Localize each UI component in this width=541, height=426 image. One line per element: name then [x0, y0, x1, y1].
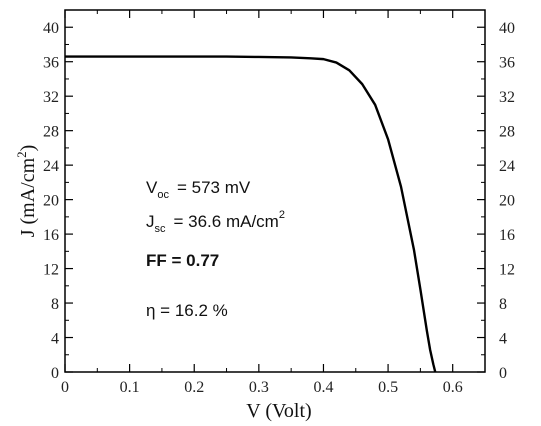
- y-axis-ticks: 0 0 4 4 8 8 12 12 16 16 20 20 24 24 28 28 32 32 36 36 40 40: [43, 20, 515, 382]
- y-tick-label-right: 20: [499, 193, 515, 210]
- y-tick-label-right: 12: [499, 262, 515, 279]
- voc-symbol: V: [146, 178, 158, 197]
- y-tick-label: 8: [51, 296, 59, 313]
- x-tick-label: 0.6: [443, 379, 463, 396]
- y-tick-label-right: 8: [499, 296, 507, 313]
- y-tick-label: 20: [43, 193, 59, 210]
- y-tick-label: 40: [43, 20, 59, 37]
- x-tick-label: 0.2: [184, 379, 204, 396]
- annotation-ff: FF = 0.77: [146, 251, 219, 270]
- y-tick-label: 0: [51, 365, 59, 382]
- jsc-value: = 36.6 mA/cm: [174, 212, 279, 231]
- x-tick-label: 0.1: [120, 379, 140, 396]
- svg-text:Voc= 573 mV: Voc = 573 mV: [146, 178, 251, 201]
- voc-value: = 573 mV: [177, 178, 251, 197]
- jsc-subscript: sc: [155, 223, 167, 235]
- x-tick-label: 0: [61, 379, 69, 396]
- annotation-efficiency: η = 16.2 %: [146, 301, 228, 320]
- svg-text:J (mA/cm2): J (mA/cm2): [14, 145, 39, 238]
- y-tick-label-right: 16: [499, 227, 515, 244]
- y-tick-label-right: 4: [499, 331, 507, 348]
- y-axis-title: J (mA/cm2): [14, 145, 39, 238]
- y-axis-title-sup: 2: [14, 151, 29, 158]
- annotation-voc: Voc = 573 mV: [146, 178, 251, 201]
- y-tick-label: 28: [43, 124, 59, 141]
- y-tick-label-right: 0: [499, 365, 507, 382]
- y-tick-label-right: 40: [499, 20, 515, 37]
- x-tick-label: 0.3: [249, 379, 269, 396]
- svg-text:Jsc= 36.6 mA/cm2: Jsc = 36.6 mA/cm2: [146, 209, 285, 235]
- y-tick-label: 12: [43, 262, 59, 279]
- x-axis-ticks: 0 0.1 0.2 0.3 0.4 0.5 0.6: [61, 10, 463, 396]
- y-tick-label: 16: [43, 227, 59, 244]
- y-axis-title-main: J (mA/cm: [17, 157, 39, 237]
- y-tick-label: 36: [43, 55, 59, 72]
- y-tick-label-right: 36: [499, 55, 515, 72]
- voc-subscript: oc: [157, 189, 169, 201]
- y-tick-label-right: 28: [499, 124, 515, 141]
- series-layer: [65, 55, 437, 373]
- annotation-jsc: Jsc = 36.6 mA/cm2: [146, 209, 285, 235]
- jsc-symbol: J: [146, 212, 155, 231]
- x-tick-label: 0.5: [378, 379, 398, 396]
- jsc-superscript: 2: [279, 209, 285, 221]
- y-axis-title-tail: ): [17, 145, 39, 152]
- x-axis-title: V (Volt): [246, 400, 311, 422]
- plot-frame: [64, 9, 486, 373]
- y-tick-label: 4: [51, 331, 59, 348]
- jv-curve-line: [65, 55, 437, 373]
- y-tick-label-right: 32: [499, 89, 515, 106]
- y-tick-label: 32: [43, 89, 59, 106]
- y-tick-label-right: 24: [499, 158, 515, 175]
- x-tick-label: 0.4: [313, 379, 333, 396]
- y-tick-label: 24: [43, 158, 59, 175]
